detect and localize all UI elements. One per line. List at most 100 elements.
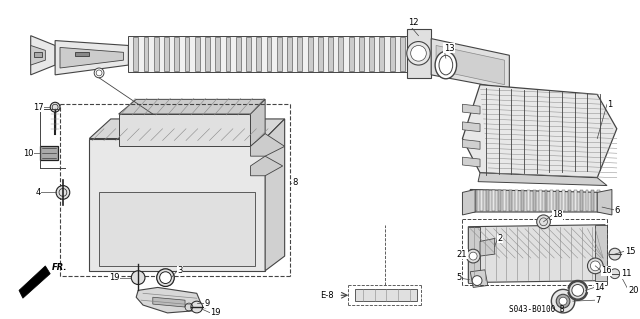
Polygon shape — [328, 37, 333, 71]
Polygon shape — [597, 189, 612, 215]
Polygon shape — [492, 190, 495, 211]
Text: S043-B0100 B: S043-B0100 B — [509, 306, 565, 315]
Polygon shape — [195, 37, 200, 71]
Polygon shape — [390, 37, 395, 71]
Circle shape — [157, 269, 174, 286]
Circle shape — [159, 272, 172, 284]
Polygon shape — [34, 52, 42, 57]
Polygon shape — [143, 37, 148, 71]
Polygon shape — [580, 190, 582, 211]
Polygon shape — [164, 37, 169, 71]
Polygon shape — [463, 139, 480, 149]
Polygon shape — [545, 190, 547, 211]
Circle shape — [131, 271, 145, 285]
Polygon shape — [463, 157, 480, 167]
Polygon shape — [250, 134, 285, 156]
Polygon shape — [562, 190, 565, 211]
Text: 3: 3 — [177, 266, 182, 275]
Text: FR.: FR. — [52, 263, 68, 272]
Polygon shape — [412, 46, 419, 48]
Polygon shape — [308, 37, 312, 71]
Text: 17: 17 — [33, 103, 44, 112]
Polygon shape — [407, 29, 431, 78]
Polygon shape — [509, 190, 512, 211]
Circle shape — [407, 41, 430, 65]
Polygon shape — [463, 122, 480, 132]
Polygon shape — [225, 37, 230, 71]
Polygon shape — [468, 227, 480, 283]
Text: 16: 16 — [601, 266, 612, 275]
Polygon shape — [265, 119, 285, 271]
Text: 12: 12 — [408, 19, 419, 27]
Polygon shape — [355, 289, 417, 301]
Polygon shape — [468, 225, 605, 283]
Polygon shape — [215, 37, 220, 71]
Polygon shape — [154, 37, 159, 71]
Polygon shape — [586, 190, 588, 211]
Polygon shape — [515, 190, 518, 211]
Polygon shape — [359, 37, 364, 71]
Polygon shape — [31, 36, 55, 75]
Polygon shape — [574, 190, 577, 211]
Polygon shape — [591, 190, 595, 211]
Polygon shape — [527, 190, 530, 211]
Polygon shape — [133, 37, 138, 71]
Polygon shape — [318, 37, 323, 71]
Polygon shape — [55, 41, 129, 75]
Text: 6: 6 — [615, 205, 620, 215]
Circle shape — [609, 248, 621, 260]
Polygon shape — [339, 37, 343, 71]
Polygon shape — [556, 190, 559, 211]
Polygon shape — [498, 190, 500, 211]
Polygon shape — [118, 114, 250, 146]
Polygon shape — [174, 37, 179, 71]
Polygon shape — [257, 37, 261, 71]
Text: 13: 13 — [444, 44, 454, 53]
Polygon shape — [480, 238, 495, 256]
Circle shape — [537, 215, 550, 229]
Circle shape — [591, 261, 600, 271]
Text: 9: 9 — [205, 299, 210, 308]
Polygon shape — [118, 99, 265, 114]
Circle shape — [56, 186, 70, 199]
Polygon shape — [478, 173, 607, 186]
Polygon shape — [369, 37, 374, 71]
Text: 19: 19 — [211, 308, 221, 317]
Text: 8: 8 — [292, 178, 298, 187]
Polygon shape — [595, 225, 607, 281]
Polygon shape — [573, 287, 582, 293]
Text: 10: 10 — [23, 149, 33, 158]
Text: 4: 4 — [36, 188, 41, 197]
Polygon shape — [532, 190, 536, 211]
Circle shape — [94, 68, 104, 78]
Text: 14: 14 — [595, 283, 605, 292]
Circle shape — [610, 269, 620, 278]
Circle shape — [569, 282, 586, 299]
Circle shape — [472, 276, 482, 286]
Text: 1: 1 — [607, 100, 612, 109]
Polygon shape — [19, 266, 50, 298]
Text: 15: 15 — [625, 247, 635, 256]
Circle shape — [469, 252, 477, 260]
Polygon shape — [287, 37, 292, 71]
Polygon shape — [474, 190, 477, 211]
Circle shape — [572, 285, 584, 296]
Polygon shape — [380, 37, 384, 71]
Polygon shape — [90, 119, 285, 138]
Polygon shape — [568, 190, 571, 211]
Polygon shape — [431, 39, 509, 90]
Text: 7: 7 — [595, 296, 601, 305]
Polygon shape — [349, 37, 353, 71]
Polygon shape — [184, 37, 189, 71]
Polygon shape — [90, 138, 265, 271]
Circle shape — [467, 249, 480, 263]
Polygon shape — [31, 46, 45, 65]
Polygon shape — [550, 190, 554, 211]
Circle shape — [556, 294, 570, 308]
Polygon shape — [40, 146, 58, 160]
Circle shape — [50, 102, 60, 112]
Polygon shape — [470, 189, 607, 212]
Polygon shape — [153, 297, 185, 307]
Polygon shape — [205, 37, 210, 71]
Text: 19: 19 — [109, 273, 119, 282]
